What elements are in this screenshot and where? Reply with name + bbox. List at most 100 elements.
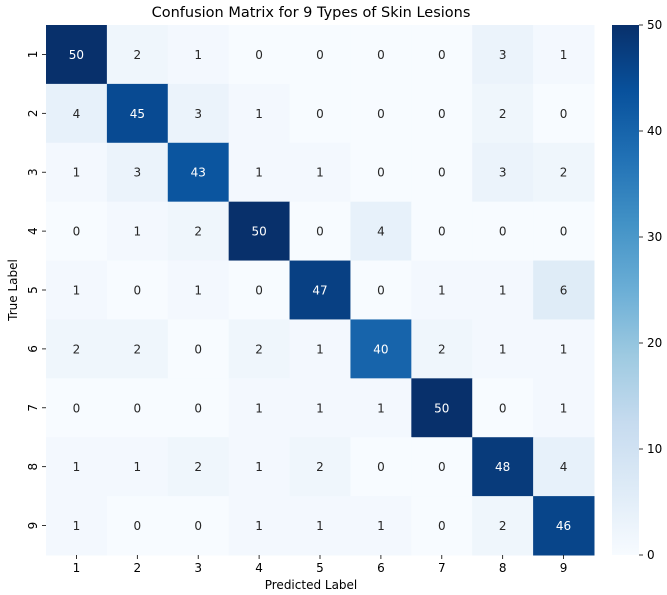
heatmap-cell [350, 496, 412, 556]
colorbar-tick-label: 50 [647, 18, 662, 32]
heatmap-cell [411, 83, 473, 144]
heatmap-cell [533, 142, 595, 203]
heatmap-cell [46, 496, 108, 556]
cell-value-label: 1 [194, 284, 202, 298]
heatmap-cell [350, 201, 412, 262]
heatmap-cell [472, 319, 534, 379]
cell-value-label: 3 [499, 48, 507, 62]
cell-value-label: 1 [499, 284, 507, 298]
cell-value-label: 0 [438, 48, 446, 62]
x-axis-ticks: 1 2 3 4 5 6 7 8 9 [73, 555, 568, 575]
cell-value-label: 2 [499, 107, 507, 121]
y-tick-label: 8 [26, 463, 40, 471]
colorbar [612, 25, 639, 555]
cell-value-label: 1 [377, 519, 385, 533]
heatmap-cell [106, 319, 169, 379]
cell-value-label: 3 [499, 166, 507, 180]
x-tick-label: 4 [255, 561, 263, 575]
cell-value-label: 1 [73, 284, 81, 298]
cell-value-label: 45 [130, 107, 145, 121]
cell-value-label: 0 [560, 225, 568, 239]
heatmap-cell [228, 201, 291, 262]
cell-value-label: 0 [316, 48, 324, 62]
heatmap-cell [472, 260, 534, 320]
x-tick-label: 5 [316, 561, 324, 575]
cell-value-label: 0 [134, 401, 142, 415]
heatmap-cell [228, 260, 291, 320]
cell-value-label: 2 [255, 342, 263, 356]
cell-value-label: 0 [134, 519, 142, 533]
heatmap-cell [472, 83, 534, 144]
cell-value-label: 2 [134, 342, 142, 356]
cell-value-label: 0 [255, 48, 263, 62]
heatmap-cell [106, 83, 169, 144]
heatmap-cell [533, 378, 595, 438]
cell-value-label: 0 [377, 460, 385, 474]
x-tick-label: 9 [560, 561, 568, 575]
heatmap-cell [533, 437, 595, 497]
cell-value-label: 0 [438, 107, 446, 121]
cell-value-label: 50 [434, 401, 449, 415]
cell-value-label: 2 [499, 519, 507, 533]
heatmap-cell [350, 378, 412, 438]
cell-value-label: 0 [560, 107, 568, 121]
heatmap-cell [167, 319, 230, 379]
y-tick-label: 6 [26, 345, 40, 353]
y-tick-label: 5 [26, 286, 40, 294]
cell-value-label: 0 [194, 519, 202, 533]
cell-value-label: 1 [560, 48, 568, 62]
heatmap-cell [289, 201, 351, 262]
cell-value-label: 0 [316, 225, 324, 239]
heatmap-cell [228, 378, 291, 438]
cell-value-label: 0 [499, 401, 507, 415]
cell-value-label: 2 [316, 460, 324, 474]
cell-value-label: 2 [73, 342, 81, 356]
heatmap-cell [472, 25, 534, 85]
cell-value-label: 0 [134, 284, 142, 298]
heatmap-cell [533, 25, 595, 85]
colorbar-tick-label: 40 [647, 124, 662, 138]
heatmap-cell [106, 378, 169, 438]
cell-value-label: 1 [316, 401, 324, 415]
y-axis-ticks: 1 2 3 4 5 6 7 8 9 [26, 51, 46, 529]
heatmap-cell [106, 142, 169, 203]
heatmap-cell [106, 260, 169, 320]
cell-value-label: 0 [438, 519, 446, 533]
cell-value-label: 1 [255, 107, 263, 121]
heatmap-cell-labels: 50 2 1 0 0 0 0 3 14 45 3 1 0 0 0 2 01 3 43 1 1 0 0 3 20 1 2 50 0 4 0 0 0… [69, 48, 571, 533]
heatmap-cell [167, 260, 230, 320]
heatmap-cell [411, 378, 473, 438]
heatmap-cell [167, 378, 230, 438]
heatmap-cell [533, 496, 595, 556]
heatmap-cell [289, 83, 351, 144]
heatmap-cell [289, 142, 351, 203]
heatmap-cell [411, 201, 473, 262]
heatmap-cell [167, 496, 230, 556]
cell-value-label: 2 [194, 460, 202, 474]
heatmap-cell [350, 319, 412, 379]
cell-value-label: 2 [438, 342, 446, 356]
cell-value-label: 1 [134, 225, 142, 239]
colorbar-tick-label: 20 [647, 336, 662, 350]
heatmap-cell [411, 437, 473, 497]
cell-value-label: 50 [251, 225, 266, 239]
x-axis-label: Predicted Label [265, 578, 358, 592]
heatmap-cell [411, 25, 473, 85]
cell-value-label: 0 [194, 342, 202, 356]
cell-value-label: 1 [73, 519, 81, 533]
heatmap-cell [533, 260, 595, 320]
x-tick-label: 7 [438, 561, 446, 575]
heatmap-cell [289, 378, 351, 438]
heatmap-cell [472, 437, 534, 497]
cell-value-label: 47 [312, 284, 327, 298]
heatmap-cell [411, 260, 473, 320]
cell-value-label: 1 [438, 284, 446, 298]
cell-value-label: 1 [73, 166, 81, 180]
heatmap-cell [411, 319, 473, 379]
heatmap-cell [472, 496, 534, 556]
cell-value-label: 2 [560, 166, 568, 180]
cell-value-label: 1 [316, 166, 324, 180]
heatmap-cell [228, 142, 291, 203]
cell-value-label: 3 [134, 166, 142, 180]
